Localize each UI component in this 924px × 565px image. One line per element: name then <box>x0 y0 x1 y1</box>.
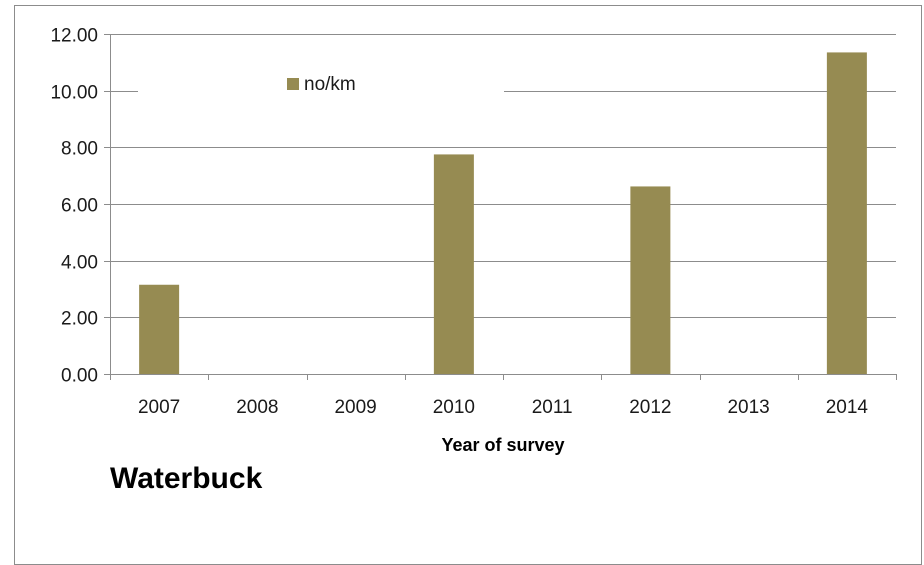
x-tick-label: 2010 <box>433 397 475 418</box>
chart-caption: Waterbuck <box>110 462 263 495</box>
legend-label: no/km <box>304 74 356 95</box>
x-tick-labels: 2007 2008 2009 2010 2011 2012 2013 2014 <box>138 397 868 418</box>
axes <box>104 34 897 380</box>
legend: no/km <box>138 72 504 110</box>
y-tick-label: 0.00 <box>61 366 98 387</box>
x-axis-title: Year of survey <box>441 435 564 455</box>
x-tick-label: 2009 <box>334 397 376 418</box>
y-tick-labels: 0.00 2.00 4.00 6.00 8.00 10.00 12.00 <box>50 26 98 387</box>
bar-2010 <box>433 154 474 374</box>
x-tick-label: 2012 <box>629 397 671 418</box>
y-tick-label: 6.00 <box>61 196 98 217</box>
bar-2012 <box>630 186 671 374</box>
y-tick-label: 4.00 <box>61 253 98 274</box>
bar-2007 <box>139 284 180 374</box>
x-tick-label: 2008 <box>236 397 278 418</box>
x-tick-label: 2011 <box>532 397 573 418</box>
legend-background <box>138 72 504 110</box>
y-tick-label: 8.00 <box>61 139 98 160</box>
bar-2014 <box>826 52 867 375</box>
y-tick-label: 10.00 <box>50 83 98 104</box>
legend-swatch <box>287 78 299 90</box>
y-tick-label: 2.00 <box>61 309 98 330</box>
x-tick-label: 2014 <box>826 397 869 418</box>
bars <box>139 52 867 375</box>
x-tick-label: 2007 <box>138 397 180 418</box>
x-tick-label: 2013 <box>727 397 769 418</box>
y-tick-label: 12.00 <box>50 26 98 47</box>
